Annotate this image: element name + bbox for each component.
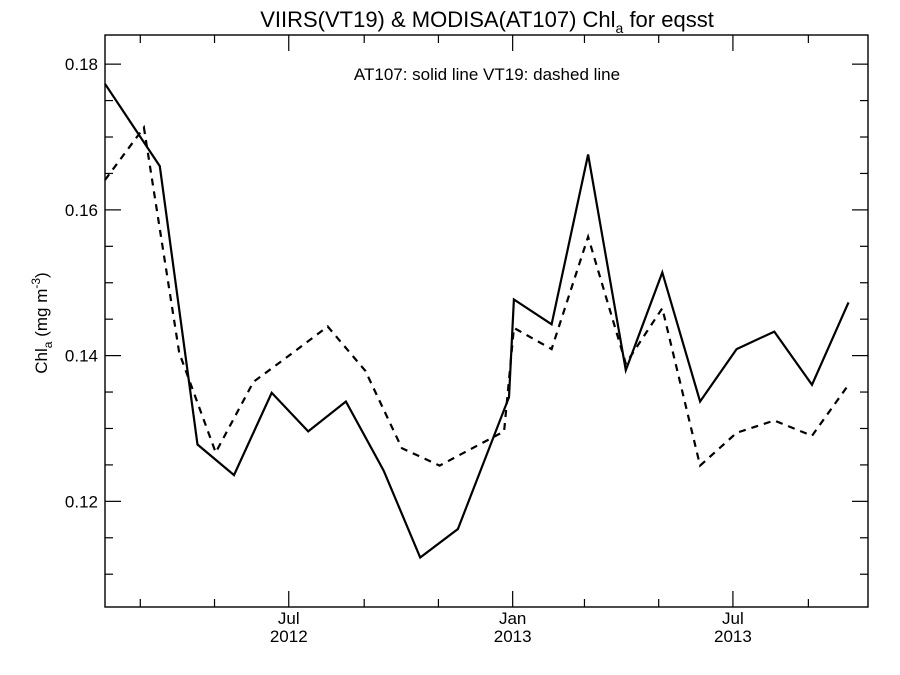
y-axis-label-lead: Chl bbox=[32, 348, 51, 374]
y-tick-label: 0.18 bbox=[65, 55, 98, 74]
axis-ticks bbox=[105, 35, 868, 607]
y-tick-label: 0.16 bbox=[65, 201, 98, 220]
x-tick-label-month: Jan bbox=[499, 609, 526, 628]
y-tick-labels: 0.12 0.14 0.16 0.18 bbox=[65, 55, 98, 511]
data-series bbox=[104, 83, 850, 560]
x-tick-label-month: Jul bbox=[722, 609, 744, 628]
y-tick-label: 0.14 bbox=[65, 347, 98, 366]
x-tick-label-year: 2012 bbox=[270, 627, 308, 646]
chart-title: VIIRS(VT19) & MODISA(AT107) Chla for eqs… bbox=[260, 7, 714, 36]
x-tick-label-month: Jul bbox=[278, 609, 300, 628]
chart-title-lead: VIIRS(VT19) & MODISA(AT107) Chl bbox=[260, 7, 615, 32]
x-tick-label-year: 2013 bbox=[714, 627, 752, 646]
series-annotation: AT107: solid line VT19: dashed line bbox=[354, 65, 620, 84]
y-axis-label-superscript: -3 bbox=[29, 278, 43, 289]
x-tick-label-year: 2013 bbox=[494, 627, 532, 646]
y-axis-label: Chla (mg m-3) bbox=[29, 272, 55, 373]
y-axis-label-subscript: a bbox=[41, 341, 55, 348]
y-axis-label-unit: (mg m bbox=[32, 289, 51, 342]
y-axis-label-close: ) bbox=[32, 272, 51, 278]
plot-frame bbox=[104, 34, 869, 608]
series-line-vt19 bbox=[104, 124, 850, 468]
chart-title-subscript: a bbox=[616, 20, 624, 36]
y-tick-label: 0.12 bbox=[65, 492, 98, 511]
chart-title-tail: for eqsst bbox=[623, 7, 713, 32]
series-line-at107 bbox=[104, 83, 850, 560]
